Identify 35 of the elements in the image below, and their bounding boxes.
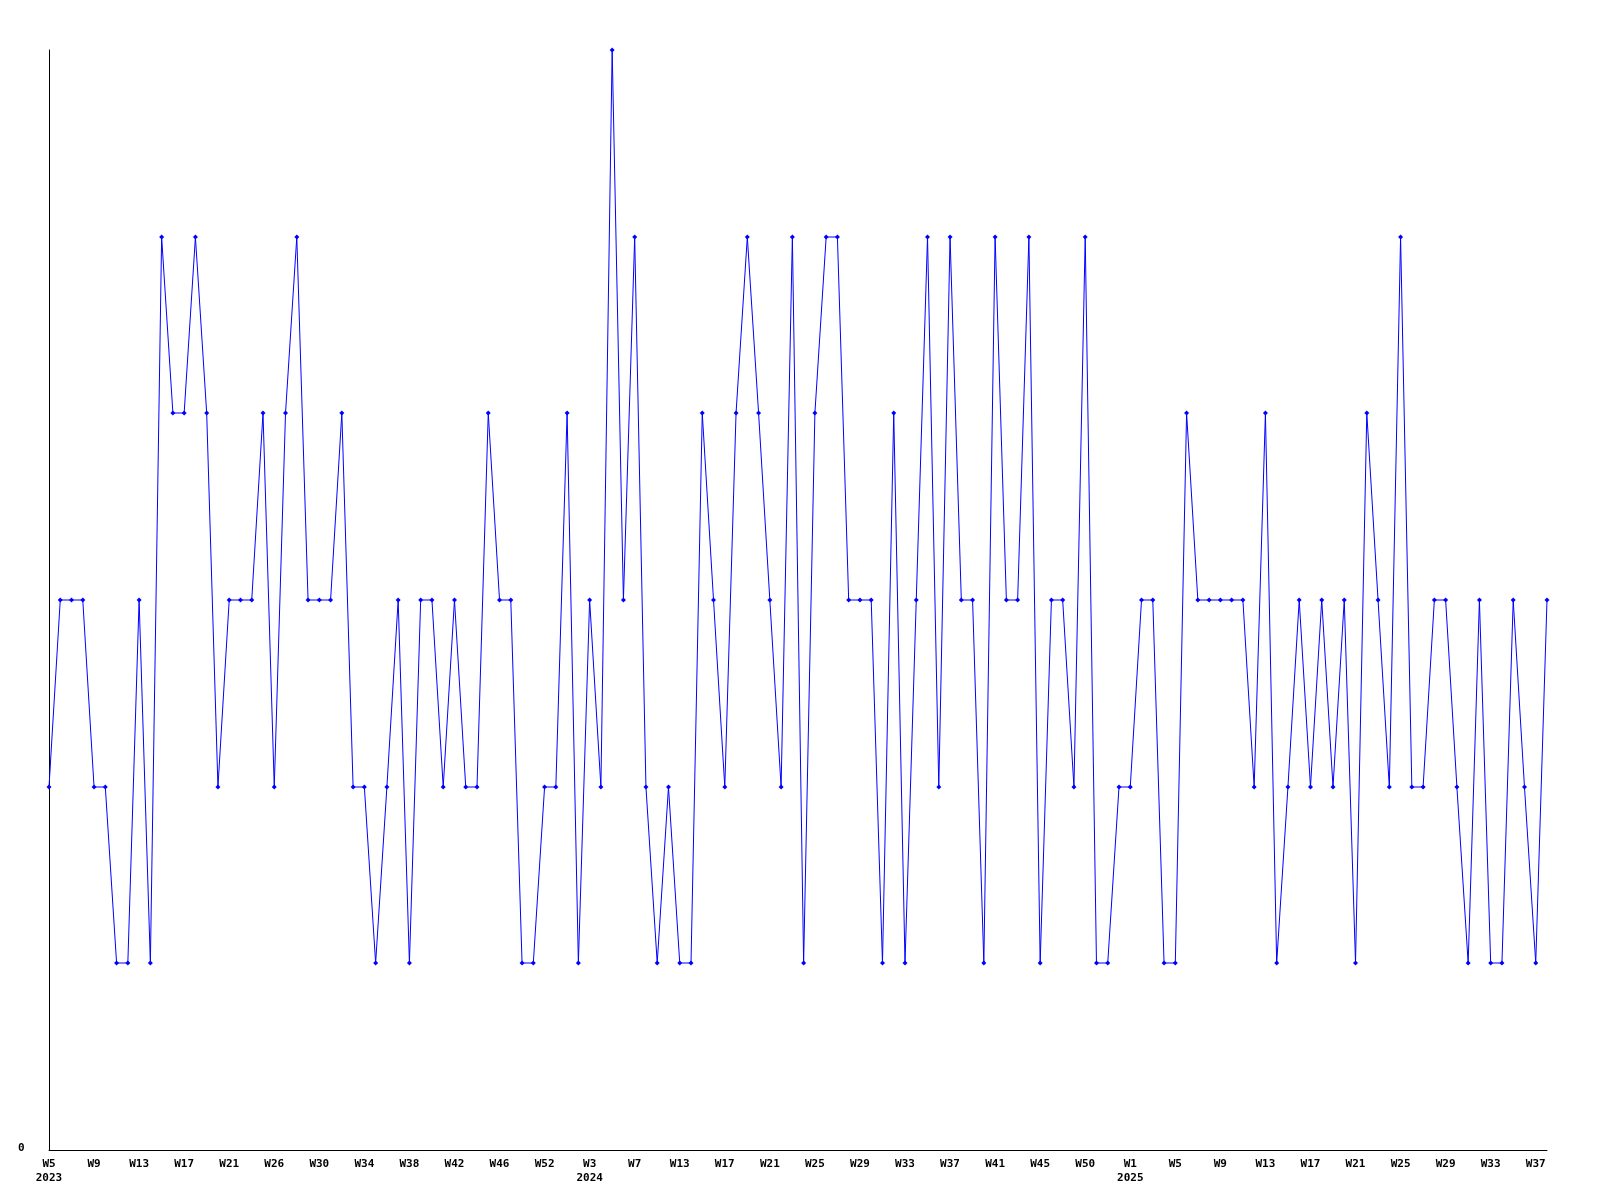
x-tick-label: W9 bbox=[1213, 1156, 1227, 1170]
x-tick-label: W29 bbox=[1435, 1156, 1456, 1170]
x-tick-label: W41 bbox=[985, 1156, 1006, 1170]
x-tick-label: W17 bbox=[1300, 1156, 1321, 1170]
x-tick-label: W5 bbox=[1168, 1156, 1182, 1170]
x-tick-label: W17 bbox=[174, 1156, 195, 1170]
x-tick-label: W33 bbox=[1480, 1156, 1501, 1170]
x-tick-label: W13 bbox=[129, 1156, 150, 1170]
x-tick-label: W25 bbox=[804, 1156, 825, 1170]
x-tick-label: W17 bbox=[714, 1156, 735, 1170]
x-tick-label: W52 bbox=[534, 1156, 555, 1170]
x-tick-label: W13 bbox=[1255, 1156, 1276, 1170]
x-tick-label: W5 2023 bbox=[35, 1156, 63, 1184]
x-tick-label: W1 2025 bbox=[1117, 1156, 1144, 1184]
x-tick-label: W26 bbox=[264, 1156, 285, 1170]
x-tick-label: W45 bbox=[1030, 1156, 1051, 1170]
x-tick-label: W25 bbox=[1390, 1156, 1411, 1170]
x-tick-label: W38 bbox=[399, 1156, 420, 1170]
text: 0 bbox=[18, 1141, 25, 1154]
x-tick-label: W50 bbox=[1075, 1156, 1096, 1170]
x-tick-label: W9 bbox=[87, 1156, 101, 1170]
x-tick-label: W42 bbox=[444, 1156, 465, 1170]
x-tick-label: W13 bbox=[669, 1156, 690, 1170]
x-tick-label: W30 bbox=[309, 1156, 330, 1170]
x-tick-label: W21 bbox=[1345, 1156, 1366, 1170]
x-tick-label: W7 bbox=[628, 1156, 642, 1170]
x-tick-label: W46 bbox=[489, 1156, 510, 1170]
x-tick-label: W37 bbox=[1525, 1156, 1546, 1170]
x-tick-label: W33 bbox=[895, 1156, 915, 1170]
x-tick-label: W21 bbox=[759, 1156, 781, 1170]
x-tick-label: W21 bbox=[219, 1156, 240, 1170]
x-tick-label: W3 2024 bbox=[576, 1156, 604, 1184]
x-tick-label: W34 bbox=[354, 1156, 375, 1170]
x-tick-label: W29 bbox=[850, 1156, 870, 1170]
x-tick-label: W37 bbox=[940, 1156, 960, 1170]
